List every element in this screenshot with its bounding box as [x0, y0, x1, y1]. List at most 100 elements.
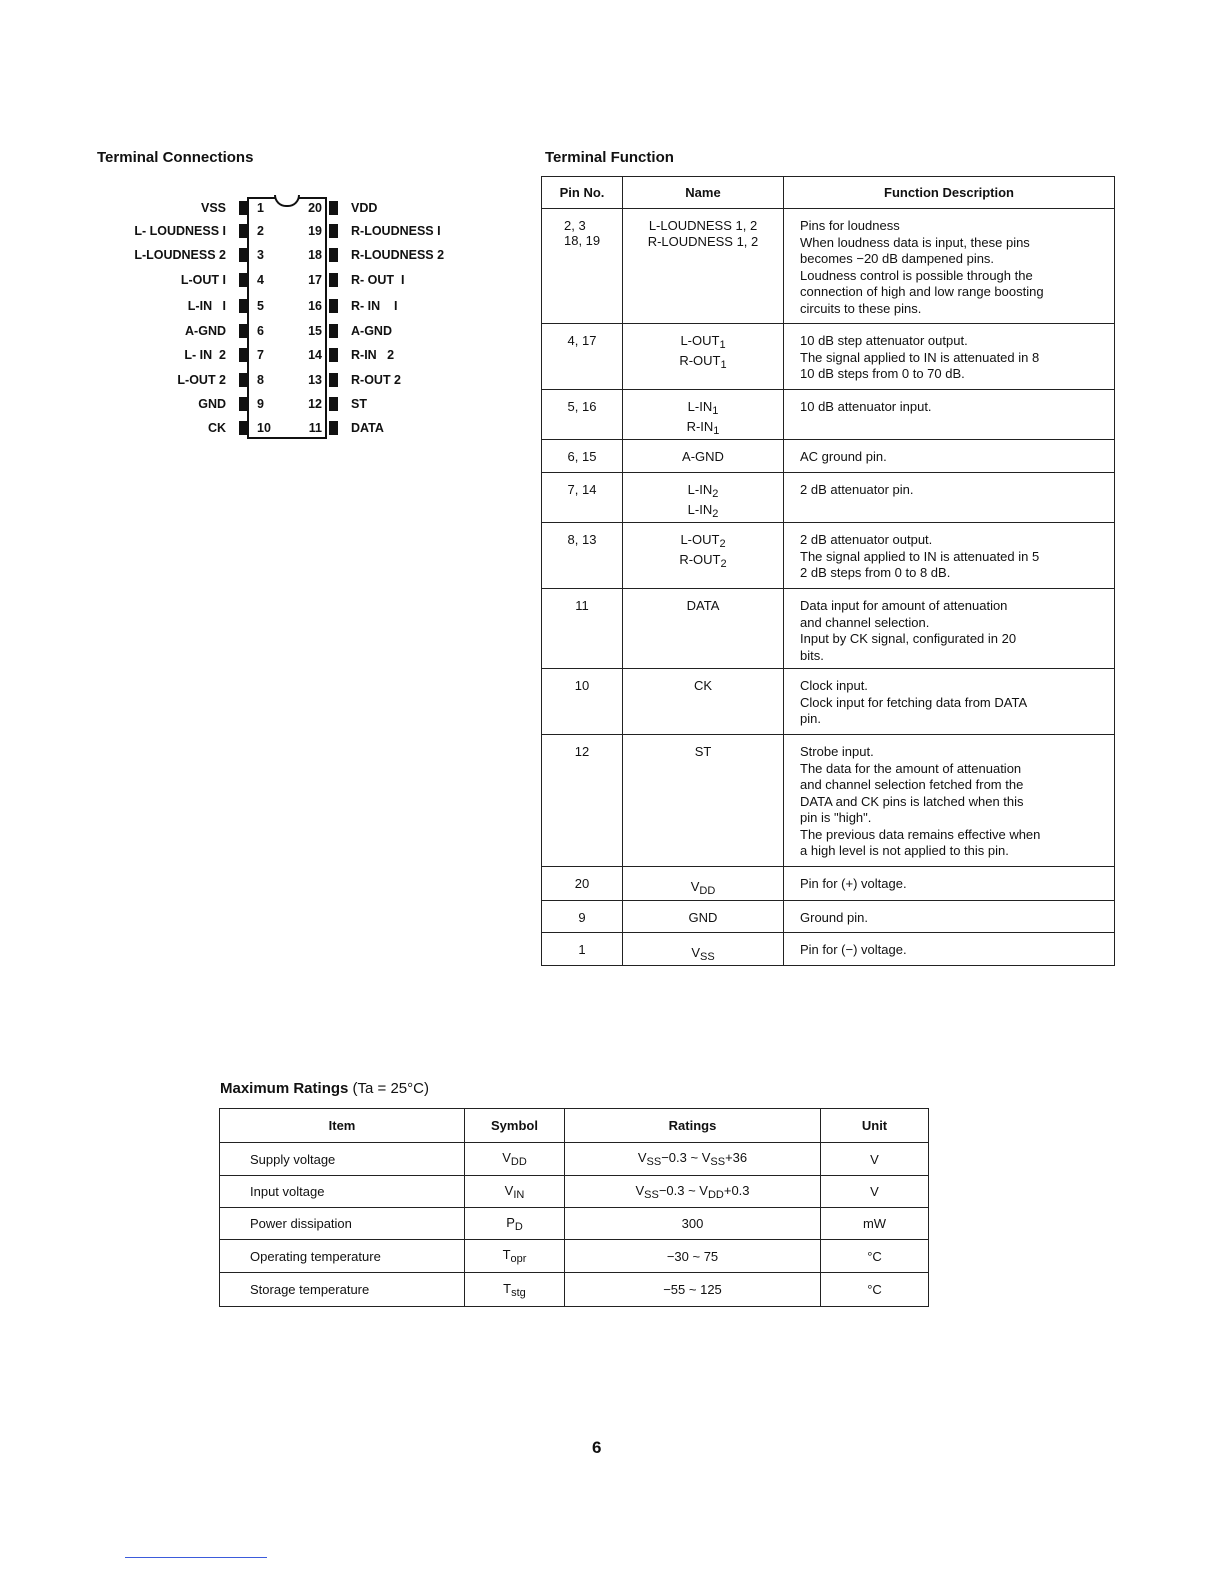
pin-lead [329, 397, 338, 411]
pin-label-right: R-IN 2 [351, 348, 395, 362]
pin-lead [329, 421, 338, 435]
text-segment: ST [694, 744, 712, 759]
text-segment: L-IN [687, 482, 713, 497]
function-description-cell: Pin for (+) voltage. [783, 866, 1115, 901]
pin-number: 4 [257, 273, 264, 287]
item-cell: Operating temperature [219, 1239, 465, 1273]
pin-number: 1 [257, 201, 264, 215]
maximum-ratings-heading: Maximum Ratings (Ta = 25°C) [220, 1080, 429, 1097]
description-line: becomes −20 dB dampened pins. [800, 251, 995, 266]
table-row: 7, 14 L-IN2 L-IN2 2 dB attenuator pin. [541, 472, 1115, 523]
description-line: 10 dB steps from 0 to 70 dB. [800, 366, 965, 381]
description-line: Loudness control is possible through the [800, 267, 1033, 283]
pin-number: 7, 14 [567, 482, 597, 497]
table-row: Operating temperature Topr −30 ~ 75 °C [219, 1239, 929, 1273]
subscript: 2 [712, 508, 719, 520]
pin-number-cell: 1 [541, 932, 623, 966]
pin-lead [239, 248, 248, 262]
pin-number: 8, 13 [567, 532, 597, 547]
description-line: The signal applied to IN is attenuated i… [800, 349, 1040, 365]
description-line: The data for the amount of attenuation [800, 760, 1022, 776]
pin-number: 16 [308, 299, 322, 313]
table-row: 12 ST Strobe input. The data for the amount… [541, 734, 1115, 867]
pin-name: GND [623, 910, 783, 926]
text-segment: 300 [681, 1216, 704, 1231]
subscript: 1 [712, 405, 719, 417]
text-segment: V [502, 1150, 511, 1165]
pin-name: L-OUT1 [623, 333, 783, 353]
subscript: SS [644, 1188, 659, 1201]
pin-number: 18, 19 [564, 233, 601, 248]
maximum-ratings-title: Maximum Ratings [220, 1080, 349, 1097]
text-segment: V [690, 879, 700, 894]
description-line: 2 dB steps from 0 to 8 dB. [800, 565, 951, 580]
table-row: Input voltage VIN VSS−0.3 ~ VDD+0.3 V [219, 1175, 929, 1208]
pin-lead [239, 224, 248, 238]
subscript: 1 [719, 339, 726, 351]
description-line: and channel selection. [800, 614, 930, 630]
pin-number-cell: 20 [541, 866, 623, 901]
pin-name: L-LOUDNESS 1, 2 [623, 218, 783, 234]
pin-number-cell: 9 [541, 900, 623, 933]
pin-name: VDD [623, 879, 783, 899]
pin-label-right: R- IN I [351, 299, 398, 313]
pin-number: 12 [574, 744, 590, 759]
table-row: 11 DATA Data input for amount of attenuati… [541, 588, 1115, 669]
table-row: 5, 16 L-IN1 R-IN1 10 dB attenuator input. [541, 389, 1115, 440]
pin-label-left: L- LOUDNESS I [134, 224, 226, 238]
description-line: Input by CK signal, configurated in 20 [800, 631, 1017, 646]
pin-number: 9 [578, 910, 586, 925]
pin-lead [239, 273, 248, 287]
symbol-cell: VIN [464, 1175, 565, 1208]
pin-name-cell: A-GND [622, 439, 784, 473]
pin-name-cell: L-OUT2 R-OUT2 [622, 522, 784, 589]
pin-name: DATA [623, 598, 783, 614]
pin-number: 18 [308, 248, 322, 262]
item-cell: Power dissipation [219, 1207, 465, 1240]
pin-number: 2, 3 [564, 218, 586, 233]
pin-label-right: A-GND [351, 324, 392, 338]
item-cell: Input voltage [219, 1175, 465, 1208]
table-row: 8, 13 L-OUT2 R-OUT2 2 dB attenuator output.… [541, 522, 1115, 589]
table-row: 2, 3 18, 19 L-LOUDNESS 1, 2 R-LOUDNESS 1, 2… [541, 208, 1115, 324]
table-row: Storage temperature Tstg −55 ~ 125 °C [219, 1272, 929, 1307]
function-description-cell: 2 dB attenuator pin. [783, 472, 1115, 523]
description-line: a high level is not applied to this pin. [800, 843, 1009, 858]
subscript: DD [510, 1156, 527, 1168]
text-segment: +36 [725, 1150, 748, 1165]
pin-name-cell: ST [622, 734, 784, 867]
function-description-cell: Data input for amount of attenuation and … [783, 588, 1115, 669]
table-row: 9 GND Ground pin. [541, 900, 1115, 933]
description-line: The signal applied to IN is attenuated i… [800, 548, 1040, 564]
pin-lead [329, 373, 338, 387]
terminal-function-table: Pin No. Name Function Description 2, 3 18… [541, 176, 1115, 966]
text-segment: R-LOUDNESS 1, 2 [647, 234, 759, 249]
pin-number: 11 [575, 598, 589, 613]
pin-label-right: ST [351, 397, 367, 411]
function-description-cell: 2 dB attenuator output. The signal applie… [783, 522, 1115, 589]
header-ratings: Ratings [564, 1108, 821, 1143]
pin-name: R-LOUDNESS 1, 2 [623, 234, 783, 250]
subscript: stg [511, 1286, 526, 1299]
function-description-cell: 10 dB step attenuator output. The signal … [783, 323, 1115, 390]
pin-number: 20 [308, 201, 322, 215]
pin-lead [239, 201, 248, 215]
pin-name: R-OUT1 [623, 353, 783, 373]
terminal-connections-title: Terminal Connections [97, 149, 254, 166]
pin-name-cell: VSS [622, 932, 784, 966]
pin-name: R-IN1 [623, 419, 783, 439]
unit-cell: V [820, 1175, 929, 1208]
text-segment: −0.3 ~ V [661, 1150, 711, 1165]
function-description-cell: AC ground pin. [783, 439, 1115, 473]
pin-name: L-IN1 [623, 399, 783, 419]
ratings-cell: −30 ~ 75 [564, 1239, 821, 1273]
description-line: Pin for (−) voltage. [800, 942, 907, 957]
description-line: Pins for loudness [800, 218, 900, 233]
description-line: pin. [800, 711, 821, 726]
pin-name: A-GND [623, 449, 783, 465]
page-number: 6 [592, 1438, 602, 1457]
pin-name: VSS [623, 945, 783, 965]
pin-number: 5 [257, 299, 264, 313]
text-segment: −30 ~ 75 [666, 1248, 719, 1264]
item-cell: Supply voltage [219, 1142, 465, 1176]
